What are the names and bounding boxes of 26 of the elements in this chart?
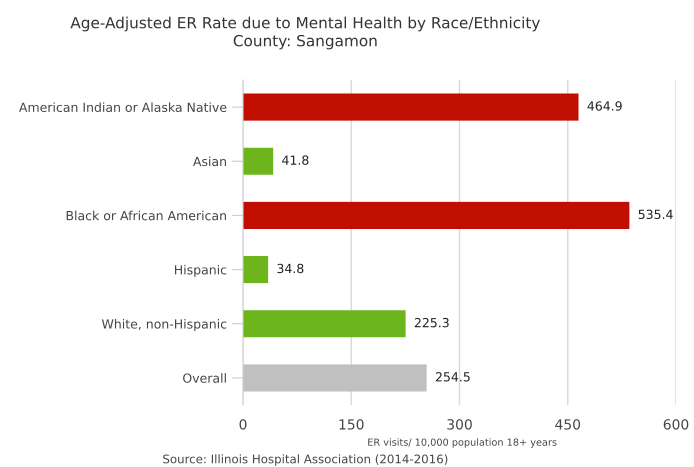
x-tick-label: 0 <box>239 419 246 430</box>
chart-title: Age-Adjusted ER Rate due to Mental Health by Race/Ethnicity <box>70 16 540 32</box>
bar <box>243 256 268 284</box>
y-tick-label: American Indian or Alaska Native <box>19 102 226 112</box>
x-tick-label: 300 <box>447 419 472 430</box>
data-label: 34.8 <box>277 264 304 274</box>
x-tick-label: 600 <box>664 419 688 430</box>
data-label: 464.9 <box>587 101 622 111</box>
y-tick-label: Asian <box>193 156 226 166</box>
x-tick-label: 150 <box>340 419 364 430</box>
y-tick-label: White, non-Hispanic <box>102 319 226 332</box>
x-tick-label: 450 <box>555 419 580 430</box>
y-tick-label: Black or African American <box>66 210 226 220</box>
data-label: 225.3 <box>414 318 449 328</box>
data-label: 254.5 <box>436 372 470 382</box>
chart-subtitle: County: Sangamon <box>234 34 377 50</box>
data-label: 535.4 <box>638 210 673 220</box>
source-note: Source: Illinois Hospital Association (2014-2016) <box>163 454 448 466</box>
x-axis-title: ER visits/ 10,000 population 18+ years <box>368 438 557 448</box>
y-tick-label: Hispanic <box>175 264 226 277</box>
bar <box>243 148 274 175</box>
bar <box>243 202 630 229</box>
bar <box>243 94 579 121</box>
y-tick-label: Overall <box>183 373 226 383</box>
bar <box>243 310 406 338</box>
data-label: 41.8 <box>282 155 308 165</box>
